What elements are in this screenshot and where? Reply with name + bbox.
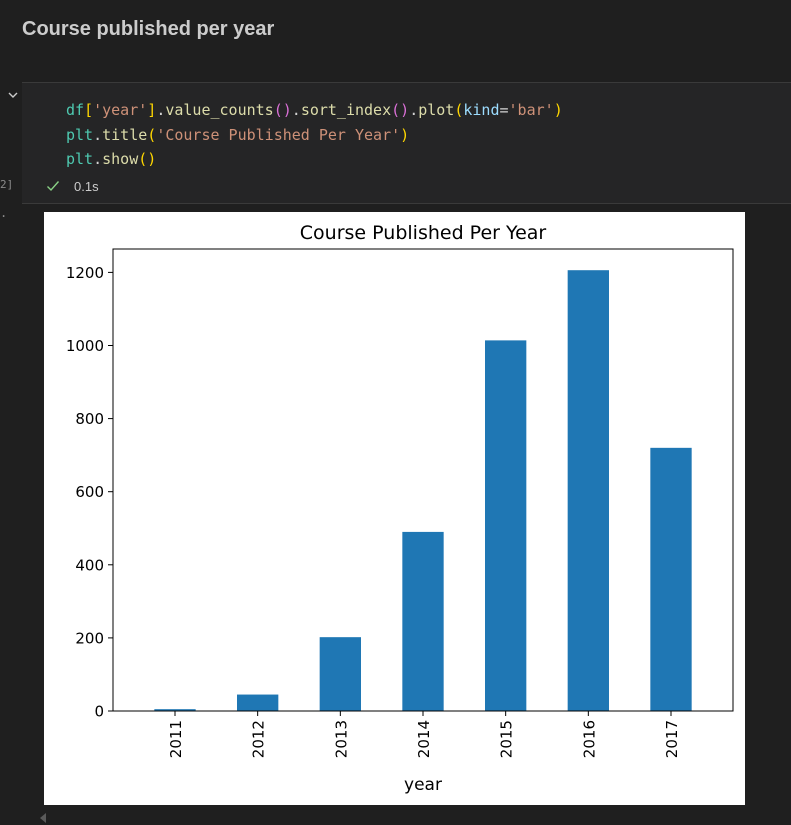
x-tick-label: 2014 xyxy=(415,720,433,758)
execution-time: 0.1s xyxy=(74,178,99,194)
execution-count: 2] xyxy=(0,178,14,191)
y-tick-label: 600 xyxy=(75,483,104,501)
output-marker: . xyxy=(0,206,8,220)
bar-2013 xyxy=(319,637,361,711)
code-cell[interactable]: df['year'].value_counts().sort_index().p… xyxy=(22,82,791,204)
y-tick-label: 1000 xyxy=(66,337,104,355)
code-editor[interactable]: df['year'].value_counts().sort_index().p… xyxy=(66,98,563,172)
bar-2012 xyxy=(237,694,279,711)
y-tick-label: 1200 xyxy=(66,264,104,282)
scroll-left-icon[interactable] xyxy=(38,812,48,824)
bar-2016 xyxy=(567,270,609,711)
x-tick-label: 2011 xyxy=(167,720,185,758)
bar-2014 xyxy=(402,531,444,711)
chart-title: Course Published Per Year xyxy=(300,222,547,244)
bar-2011 xyxy=(154,709,196,711)
x-tick-label: 2012 xyxy=(250,720,268,758)
y-tick-label: 800 xyxy=(75,410,104,428)
chevron-down-icon[interactable] xyxy=(6,88,20,102)
check-icon xyxy=(47,181,60,192)
output-area: 0 200 400 600 800 1000 1200 2011 2012 2013 2014 20… xyxy=(44,212,745,805)
bar-chart: 0 200 400 600 800 1000 1200 2011 2012 2013 2014 20… xyxy=(66,222,734,795)
x-tick-label: 2017 xyxy=(663,720,681,758)
y-tick-label: 0 xyxy=(94,703,104,721)
execution-status: 0.1s xyxy=(46,177,99,195)
code-line: df['year'].value_counts().sort_index().p… xyxy=(66,101,563,119)
bar-2015 xyxy=(485,340,527,711)
markdown-heading: Course published per year xyxy=(22,18,275,40)
y-tick-label: 400 xyxy=(75,556,104,574)
x-tick-label: 2013 xyxy=(332,720,350,758)
x-tick-label: 2015 xyxy=(498,720,516,758)
y-tick-label: 200 xyxy=(75,629,104,647)
x-tick-label: 2016 xyxy=(580,720,598,758)
bar-2017 xyxy=(650,447,692,711)
x-axis-label: year xyxy=(404,775,442,795)
code-line: plt.title('Course Published Per Year') xyxy=(66,125,410,144)
code-line: plt.show() xyxy=(66,150,157,168)
